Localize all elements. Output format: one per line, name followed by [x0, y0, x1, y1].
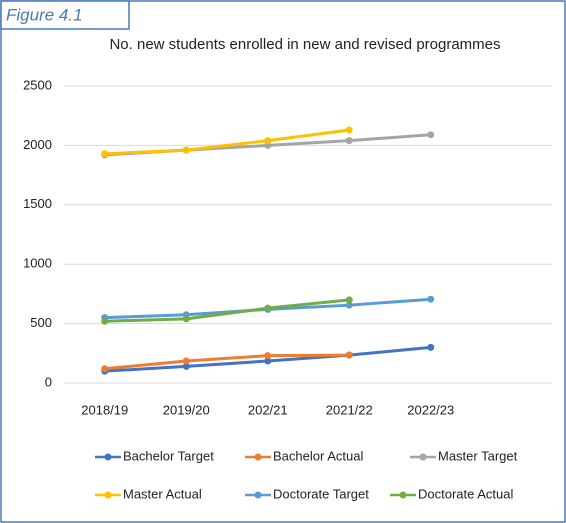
figure-label-box: [0, 0, 130, 30]
chart-title: No. new students enrolled in new and rev…: [109, 36, 500, 53]
x-tick-label: 2018/19: [81, 402, 128, 417]
legend-marker: [254, 453, 262, 461]
point: [264, 357, 272, 365]
legend-marker: [104, 491, 112, 499]
legend-label: Master Target: [438, 448, 518, 463]
y-tick-label: 2500: [23, 77, 52, 92]
series-line: [104, 128, 350, 156]
legend-label: Bachelor Target: [123, 448, 214, 463]
y-tick-label: 500: [30, 315, 52, 330]
legend-marker: [419, 453, 427, 461]
point: [345, 126, 353, 134]
point: [427, 343, 435, 351]
figure-label: Figure 4.1: [6, 5, 83, 24]
legend-marker: [104, 453, 112, 461]
legend-marker: [254, 491, 262, 499]
legend-label: Bachelor Actual: [273, 448, 363, 463]
legend-label: Doctorate Target: [273, 486, 369, 501]
point: [427, 131, 435, 139]
y-tick-label: 0: [45, 374, 52, 389]
point: [101, 150, 109, 158]
legend-marker: [399, 491, 407, 499]
series-line: [104, 298, 350, 323]
point: [427, 295, 435, 303]
point: [264, 304, 272, 312]
legend-label: Doctorate Actual: [418, 486, 513, 501]
point: [101, 365, 109, 373]
point: [264, 352, 272, 360]
x-tick-label: 2019/20: [163, 402, 210, 417]
x-tick-label: 2021/22: [326, 402, 373, 417]
series-line: [104, 353, 350, 371]
y-tick-label: 1000: [23, 256, 52, 271]
point: [264, 137, 272, 145]
y-tick-label: 1500: [23, 196, 52, 211]
x-tick-label: 202/21: [248, 402, 288, 417]
x-tick-label: 2022/23: [407, 402, 454, 417]
point: [345, 301, 353, 309]
point: [101, 317, 109, 325]
point: [182, 362, 190, 370]
point: [182, 315, 190, 323]
y-tick-label: 2000: [23, 137, 52, 152]
point: [345, 137, 353, 145]
point: [345, 296, 353, 304]
legend-label: Master Actual: [123, 486, 202, 501]
point: [345, 351, 353, 359]
point: [182, 357, 190, 365]
point: [182, 146, 190, 154]
